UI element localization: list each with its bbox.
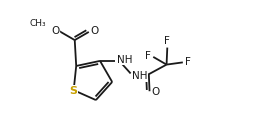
Text: NH: NH [117, 55, 132, 65]
Text: O: O [91, 26, 99, 36]
Text: O: O [151, 87, 160, 97]
Text: F: F [145, 51, 151, 61]
Text: O: O [51, 26, 59, 36]
Text: CH₃: CH₃ [30, 19, 46, 28]
Text: F: F [185, 57, 191, 67]
Text: S: S [69, 86, 77, 96]
Text: F: F [164, 36, 170, 46]
Text: NH: NH [132, 71, 148, 81]
